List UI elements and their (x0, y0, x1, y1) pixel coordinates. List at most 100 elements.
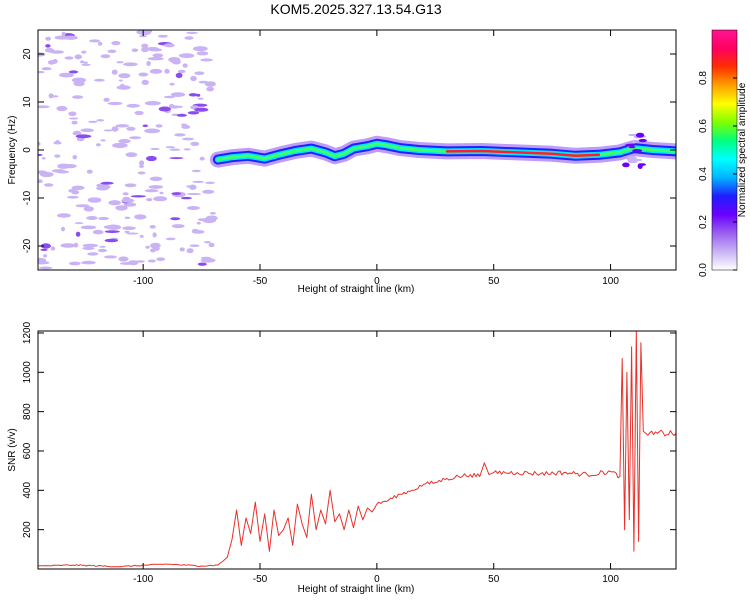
colorbar-frame (711, 29, 738, 271)
noise-blob (39, 171, 54, 178)
snr-y-tick-label: 1200 (22, 321, 33, 344)
colorbar-tick-label: 0.2 (698, 215, 709, 229)
noise-blob (144, 128, 161, 134)
spectrogram-y-label: Frequency (Hz) (7, 116, 18, 185)
noise-blob (205, 217, 215, 221)
spectrogram-x-tick-label: 0 (374, 276, 380, 287)
noise-blob (71, 120, 78, 125)
noise-blob (179, 53, 195, 59)
noise-blob (111, 41, 121, 46)
noise-blob (55, 140, 60, 145)
noise-blob (100, 139, 106, 142)
noise-blob (38, 70, 45, 74)
noise-blob (169, 148, 181, 151)
noise-blob (56, 105, 68, 112)
snr-x-ticks: -100 -50 0 50 100 (133, 331, 619, 585)
noise-blob (180, 196, 192, 200)
snr-x-tick-label: 0 (374, 574, 380, 585)
spectrogram-y-tick-label: 20 (22, 48, 33, 60)
noise-blob (142, 124, 148, 128)
noise-blob (82, 246, 95, 250)
noise-blob (69, 261, 81, 266)
noise-blob (68, 188, 77, 193)
noise-blob (174, 133, 186, 137)
spectrogram-x-tick-label: -50 (253, 276, 268, 287)
noise-blob (82, 243, 99, 248)
noise-blob (129, 136, 142, 140)
noise-blob (124, 216, 131, 219)
noise-blob (89, 39, 101, 43)
noise-blob (149, 176, 163, 181)
noise-blob (73, 242, 79, 248)
noise-blob (159, 191, 164, 195)
spectrogram-x-tick-label: 100 (602, 276, 619, 287)
snr-frame (37, 330, 677, 570)
noise-blob (75, 231, 81, 237)
noise-blob (118, 73, 131, 79)
noise-blob (169, 157, 184, 160)
noise-blob (149, 68, 163, 74)
noise-blob (41, 157, 46, 160)
snr-y-label: SNR (v/v) (7, 428, 18, 471)
noise-blob (108, 200, 121, 206)
spectrogram-y-tick-label: -10 (22, 190, 33, 205)
noise-blob (68, 117, 79, 120)
figure-title: KOM5.2025.327.13.54.G13 (270, 1, 441, 17)
burst-blob (637, 163, 643, 170)
noise-blob (73, 80, 85, 87)
noise-blob (116, 61, 124, 64)
noise-blob (138, 35, 147, 38)
colorbar-tick-label: 0.4 (698, 167, 709, 181)
noise-blob (146, 61, 151, 66)
noise-blob (86, 216, 98, 220)
snr-panel: -100 -50 0 50 100 200 400 600 800 1000 1200 Heigh… (7, 321, 677, 595)
noise-blob (61, 31, 66, 37)
noise-blob (182, 137, 195, 141)
noise-blob (100, 181, 114, 185)
noise-blob (199, 156, 205, 161)
noise-blob (61, 226, 65, 232)
noise-blob (38, 105, 50, 109)
noise-blob (96, 143, 101, 147)
noise-blob (47, 60, 56, 65)
noise-blob (103, 129, 113, 132)
noise-blob (183, 148, 191, 151)
noise-blob (74, 54, 83, 60)
noise-blob (165, 237, 176, 241)
noise-blob (44, 183, 54, 187)
noise-blob (64, 56, 74, 60)
noise-blob (180, 123, 187, 126)
noise-blob (206, 86, 214, 92)
snr-x-label: Height of straight line (km) (298, 584, 415, 595)
noise-blob (59, 72, 74, 78)
noise-blob (189, 184, 197, 190)
noise-blob (56, 170, 70, 174)
noise-blob (126, 126, 136, 131)
noise-blob (139, 164, 144, 168)
noise-blob (149, 225, 156, 229)
noise-blob (194, 107, 209, 112)
noise-blob (137, 171, 146, 175)
snr-series-line (38, 331, 676, 568)
spectrogram-ridge (209, 132, 676, 170)
noise-blob (43, 254, 48, 258)
noise-blob (165, 146, 175, 149)
colorbar-label: Normalized spectral amplitude (737, 82, 748, 217)
noise-blob (170, 105, 180, 109)
noise-blob (197, 218, 206, 222)
noise-blob (118, 79, 123, 82)
noise-blob (72, 95, 84, 99)
noise-blob (60, 243, 76, 248)
noise-blob (141, 79, 149, 85)
noise-blob (158, 106, 171, 112)
colorbar-tick-label: 0.8 (698, 71, 709, 85)
noise-blob (122, 226, 136, 230)
noise-blob (163, 43, 175, 48)
spectrogram-x-label: Height of straight line (km) (298, 284, 415, 295)
noise-blob (115, 205, 128, 211)
burst-blob (627, 160, 638, 164)
noise-blob (68, 70, 79, 74)
noise-blob (40, 248, 48, 251)
noise-blob (81, 260, 96, 265)
